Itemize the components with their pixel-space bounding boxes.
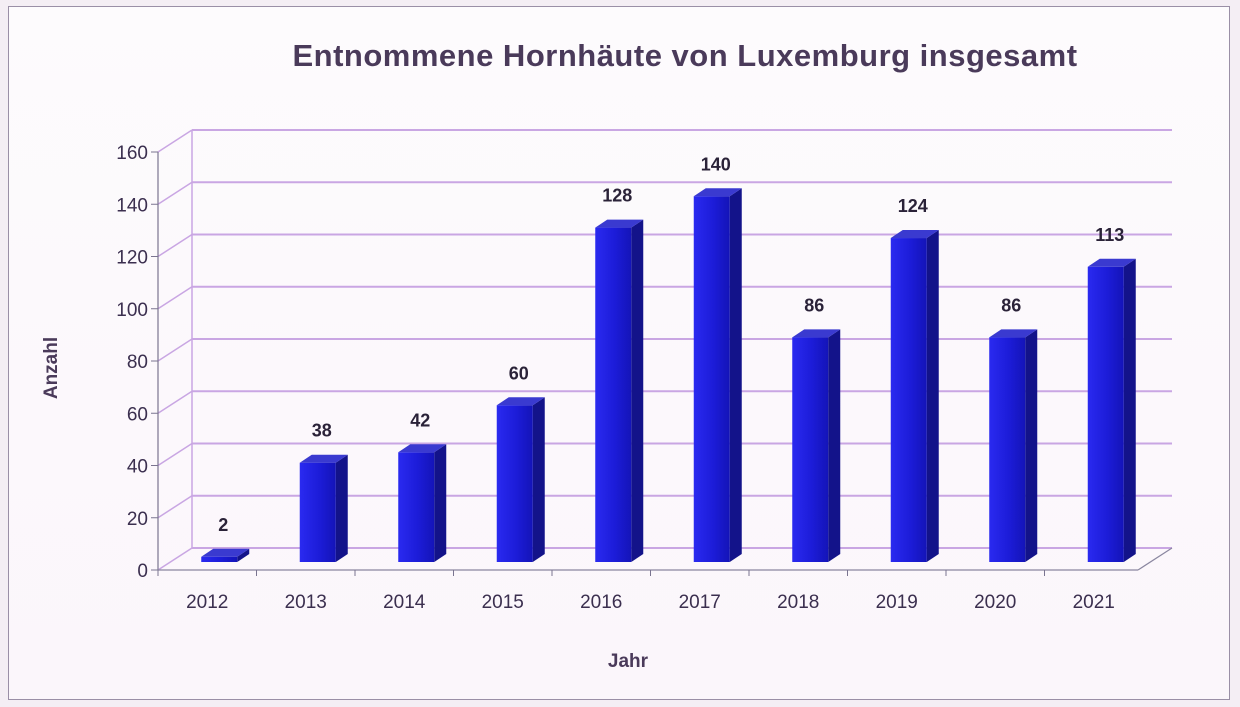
data-label-2012: 2 [218, 515, 228, 535]
bar-2021 [1087, 258, 1136, 562]
data-labels: 2 38 42 60 128 140 86 124 86 113 [218, 154, 1124, 535]
x-axis-title: Jahr [608, 651, 649, 672]
bars [201, 188, 1136, 563]
bar-side [631, 219, 644, 562]
y-tick-label: 40 [127, 457, 148, 478]
y-tick-label: 80 [127, 352, 148, 373]
bar-front [299, 462, 336, 562]
bar-2014 [398, 444, 447, 562]
gridline-side [157, 233, 193, 258]
bar-2016 [595, 219, 644, 562]
data-label-2019: 124 [898, 196, 928, 216]
bar-front [398, 452, 435, 562]
bar-top [890, 230, 939, 239]
bar-side [828, 329, 841, 562]
data-label-2014: 42 [410, 410, 430, 430]
bar-front [693, 196, 730, 562]
bar-side [1123, 258, 1136, 562]
bar-front [496, 405, 533, 562]
bar-side [335, 454, 348, 562]
bar-side [434, 444, 447, 562]
gridline-side [157, 495, 193, 519]
gridline-side [157, 338, 193, 362]
bar-front [792, 337, 829, 562]
data-label-2020: 86 [1001, 295, 1021, 315]
bar-2018 [792, 329, 841, 562]
bar-2019 [890, 230, 939, 563]
bar-top [989, 329, 1038, 338]
bar-top [496, 397, 545, 406]
x-tick-label-2020: 2020 [974, 592, 1016, 613]
bar-front [1087, 266, 1124, 562]
floor-edge [1137, 547, 1173, 571]
bar-2015 [496, 397, 545, 562]
y-tick-label: 120 [116, 248, 148, 269]
gridline-side [157, 129, 193, 153]
x-axis-labels: 2012 2013 2014 2015 2016 2017 2018 2019 2020 2021 [157, 570, 1115, 613]
y-tick-label: 160 [116, 143, 148, 164]
x-tick-label-2015: 2015 [482, 592, 524, 613]
x-tick-label-2013: 2013 [285, 592, 327, 613]
bar-side [237, 548, 250, 562]
bar-side [926, 230, 939, 563]
bar-top [398, 444, 447, 453]
bar-top [693, 188, 742, 197]
x-tick-label-2012: 2012 [186, 592, 228, 613]
bar-side [1025, 329, 1038, 562]
x-tick-label-2021: 2021 [1073, 592, 1115, 613]
data-label-2016: 128 [602, 186, 632, 206]
x-tick-label-2019: 2019 [876, 592, 918, 613]
bar-front [890, 238, 927, 563]
bar-2020 [989, 329, 1038, 562]
bar-2017 [693, 188, 742, 562]
gridline-side [157, 286, 193, 310]
bar-side [532, 397, 545, 562]
gridline-side [157, 442, 193, 467]
x-tick-label-2016: 2016 [580, 592, 622, 613]
y-tick-label: 100 [116, 300, 148, 321]
bar-top [299, 454, 348, 463]
bar-top [595, 219, 644, 228]
bar-top [792, 329, 841, 338]
x-tick-label-2014: 2014 [383, 592, 426, 613]
data-label-2018: 86 [804, 295, 824, 315]
gridline-side [157, 390, 193, 414]
bar-front [595, 227, 632, 562]
y-tick-label: 60 [127, 404, 148, 425]
gridline-side [157, 181, 193, 205]
data-label-2017: 140 [701, 154, 731, 174]
y-tick-label: 140 [116, 195, 148, 216]
y-axis-title: Anzahl [41, 337, 62, 399]
bar-top [201, 548, 250, 557]
bar-front [201, 556, 238, 562]
data-label-2021: 113 [1095, 225, 1124, 245]
x-tick-label-2018: 2018 [777, 592, 819, 613]
bar-side [729, 188, 742, 562]
y-axis: 0 20 40 60 80 100 120 140 160 [116, 143, 1173, 582]
x-tick-label-2017: 2017 [679, 592, 721, 613]
bar-front [989, 337, 1026, 562]
y-tick-label: 20 [127, 509, 148, 530]
bar-2013 [299, 454, 348, 562]
data-label-2015: 60 [509, 363, 529, 383]
gridline-side [157, 547, 193, 571]
y-tick-label: 0 [137, 561, 148, 582]
bar-2012 [201, 548, 250, 562]
bar-top [1087, 258, 1136, 267]
data-label-2013: 38 [312, 421, 332, 441]
chart-title: Entnommene Hornhäute von Luxemburg insge… [292, 38, 1078, 73]
